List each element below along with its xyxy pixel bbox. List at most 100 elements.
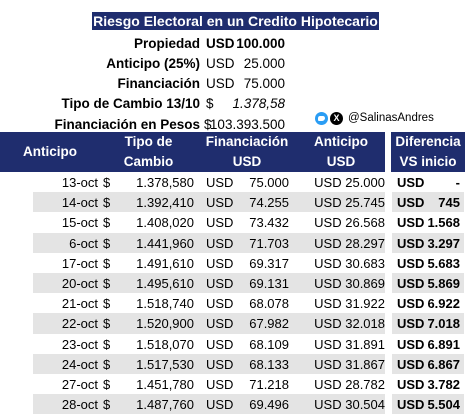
cell-tipo-cambio: 1.495,610	[136, 276, 194, 291]
row-band	[33, 353, 385, 374]
row-band	[33, 313, 385, 334]
header-ant-line2: USD	[326, 154, 356, 169]
header-tipo-cambio: Tipo de Cambio	[100, 132, 197, 172]
header-fin-line1: Financiación	[205, 134, 289, 149]
cell-fin-currency: USD	[206, 255, 234, 271]
social-handle: @SalinasAndres	[348, 112, 434, 124]
cell-peso-sign: $	[103, 175, 111, 190]
table-row: 24-oct $1.517,530 USD 68.133 USD 31.867 USD 6.…	[0, 353, 473, 374]
cell-anticipo: USD 26.568	[314, 215, 385, 231]
cell-peso-sign: $	[103, 397, 111, 413]
summary-value: 1.378,58	[232, 96, 285, 111]
cell-fin-currency: USD	[206, 195, 234, 211]
cell-fecha: 27-oct	[61, 377, 98, 392]
header-financiacion: Financiación USD	[197, 132, 297, 172]
header-fin-line2: USD	[232, 154, 262, 169]
cell-anticipo: USD 30.683	[314, 255, 385, 271]
table-row: 13-oct $1.378,580 USD 75.000 USD 25.000 USD -	[0, 172, 473, 192]
cell-fecha: 17-oct	[61, 255, 98, 271]
cell-fin-currency: USD	[206, 276, 234, 291]
cell-anticipo: USD 30.869	[314, 276, 385, 291]
cell-dif-currency: USD	[397, 377, 425, 392]
header-tipo-line1: Tipo de	[124, 134, 173, 149]
cell-anticipo: USD 31.891	[314, 336, 385, 352]
cell-diferencia: 6.922	[427, 296, 460, 312]
header-anticipo-usd: Anticipo USD	[297, 132, 385, 172]
cell-anticipo: USD 30.504	[314, 397, 385, 413]
cell-fin-currency: USD	[206, 215, 234, 231]
summary-label: Tipo de Cambio 13/10	[61, 96, 200, 111]
cell-peso-sign: $	[103, 377, 111, 392]
cell-financiacion: 71.703	[249, 235, 289, 251]
cell-financiacion: 75.000	[249, 175, 289, 190]
cell-peso-sign: $	[103, 215, 111, 231]
header-ant-line1: Anticipo	[314, 134, 368, 149]
summary-currency: $	[206, 96, 214, 111]
cell-financiacion: 71.218	[249, 377, 289, 392]
cell-fecha: 20-oct	[61, 276, 98, 291]
table-row: 15-oct $1.408,020 USD 73.432 USD 26.568 USD 1.…	[0, 212, 473, 232]
cell-financiacion: 68.078	[249, 296, 289, 312]
sheet-title: Riesgo Electoral en un Credito Hipotecar…	[92, 12, 379, 30]
summary-label: Financiación	[117, 76, 200, 91]
cell-tipo-cambio: 1.518,070	[136, 336, 194, 352]
row-band	[33, 394, 385, 415]
cell-financiacion: 69.131	[249, 276, 289, 291]
header-dif-line2: VS inicio	[399, 154, 457, 169]
cell-financiacion: 67.982	[249, 316, 289, 332]
cell-peso-sign: $	[103, 276, 111, 291]
cell-diferencia: 1.568	[427, 215, 460, 231]
cell-tipo-cambio: 1.491,610	[136, 255, 194, 271]
cell-diferencia: 3.297	[427, 235, 460, 251]
summary-currency: USD	[206, 76, 235, 91]
cell-peso-sign: $	[103, 316, 111, 332]
row-band-diff	[392, 394, 464, 415]
cell-financiacion: 69.496	[249, 397, 289, 413]
cell-fecha: 13-oct	[61, 175, 98, 190]
cell-diferencia: 6.867	[427, 356, 460, 372]
cell-tipo-cambio: 1.408,020	[136, 215, 194, 231]
header-anticipo: Anticipo	[0, 132, 100, 172]
cell-fin-currency: USD	[206, 316, 234, 332]
summary-row: Propiedad USD 100.000	[0, 34, 473, 54]
cell-fin-currency: USD	[206, 377, 234, 392]
row-band-diff	[392, 273, 464, 294]
row-band	[33, 192, 385, 213]
cell-dif-currency: USD	[397, 195, 425, 211]
cell-financiacion: 69.317	[249, 255, 289, 271]
summary-currency: $	[204, 117, 212, 132]
header-tipo-line2: Cambio	[123, 154, 174, 169]
row-band-diff	[392, 192, 464, 213]
table-row: 21-oct $1.518,740 USD 68.078 USD 31.922 USD 6.…	[0, 293, 473, 313]
cell-anticipo: USD 25.745	[314, 195, 385, 211]
cell-peso-sign: $	[103, 255, 111, 271]
cell-tipo-cambio: 1.518,740	[136, 296, 194, 312]
twitter-icon	[315, 111, 328, 125]
summary-value: 103.393.500	[209, 117, 285, 132]
cell-anticipo: USD 31.922	[314, 296, 385, 312]
header-anticipo-label: Anticipo	[23, 144, 77, 159]
summary-value: 25.000	[243, 56, 285, 71]
header-diferencia: Diferencia VS inicio	[391, 132, 465, 172]
cell-financiacion: 68.109	[249, 336, 289, 352]
cell-fin-currency: USD	[206, 296, 234, 312]
cell-peso-sign: $	[103, 235, 111, 251]
summary-value: 75.000	[243, 76, 285, 91]
table-row: 28-oct $1.487,760 USD 69.496 USD 30.504 USD 5.…	[0, 394, 473, 415]
cell-fecha: 15-oct	[61, 215, 98, 231]
row-band	[33, 232, 385, 253]
row-band-diff	[392, 313, 464, 334]
cell-tipo-cambio: 1.451,780	[136, 377, 194, 392]
cell-fin-currency: USD	[206, 397, 234, 413]
cell-dif-currency: USD	[397, 276, 425, 291]
summary-row: Anticipo (25%) USD 25.000	[0, 54, 473, 74]
summary-row: Tipo de Cambio 13/10 $1.378,58	[0, 94, 473, 114]
cell-dif-currency: USD	[397, 296, 425, 312]
cell-fecha: 24-oct	[61, 356, 98, 372]
cell-anticipo: USD 28.782	[314, 377, 385, 392]
table-row: 17-oct $1.491,610 USD 69.317 USD 30.683 USD 5.…	[0, 253, 473, 273]
cell-diferencia: 745	[438, 195, 460, 211]
table-row: 20-oct $1.495,610 USD 69.131 USD 30.869 USD 5.…	[0, 273, 473, 294]
summary-row: Financiación en Pesos $103.393.500	[0, 115, 473, 135]
summary-currency: USD	[206, 36, 235, 51]
